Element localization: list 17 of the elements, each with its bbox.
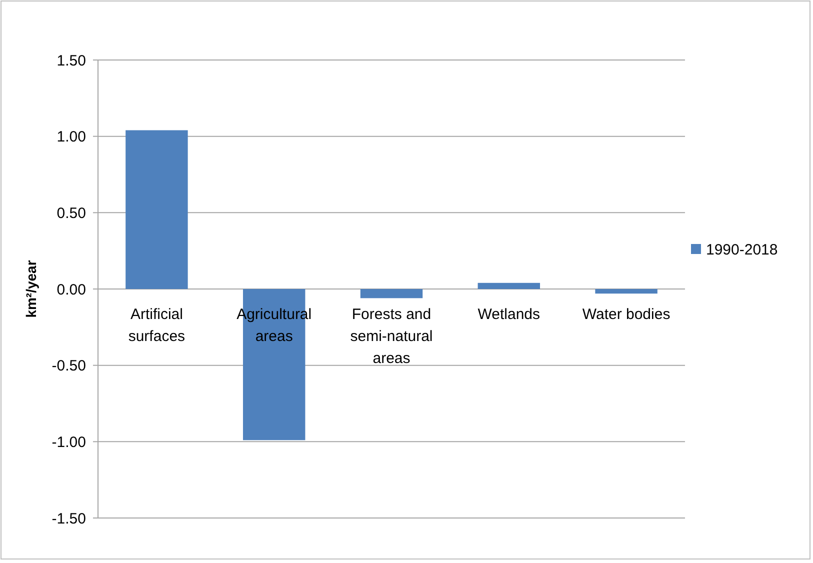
y-tick-label: 0.50 <box>56 204 86 222</box>
bar <box>126 130 188 289</box>
x-tick-label: Wetlands <box>478 306 540 323</box>
y-tick-label: -1.50 <box>52 510 86 528</box>
legend-label: 1990-2018 <box>706 241 778 258</box>
bar <box>478 282 540 289</box>
x-tick-label: Artificial surfaces <box>128 306 186 345</box>
x-tick-label: Water bodies <box>582 306 670 323</box>
y-tick-label: 1.00 <box>56 128 86 146</box>
y-tick-label: -1.00 <box>52 434 86 451</box>
x-tick-label: Forests and semi-natural areas <box>350 306 433 367</box>
y-axis-title: km²/year <box>23 260 39 318</box>
bar <box>595 289 658 294</box>
y-tick-label: 1.50 <box>56 52 86 70</box>
y-tick-label: -0.50 <box>52 358 86 375</box>
bar <box>360 289 423 298</box>
y-tick-label: 0.00 <box>56 281 86 298</box>
